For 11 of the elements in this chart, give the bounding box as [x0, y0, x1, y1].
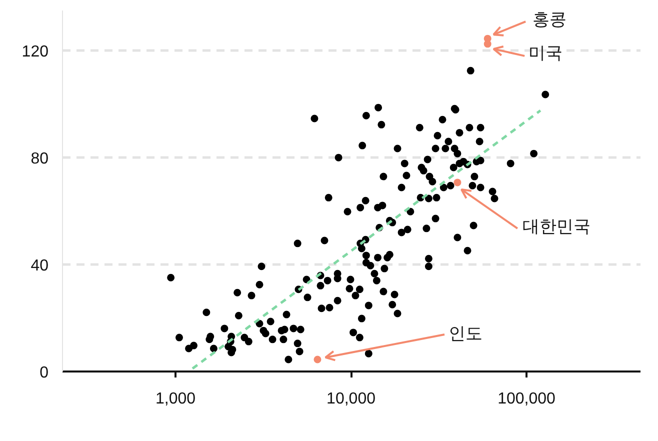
- annotation: 대한민국: [522, 216, 590, 236]
- x-tick-label: 1,000: [156, 390, 196, 408]
- y-tick-label: 120: [22, 44, 49, 61]
- x-tick-label: 10,000: [326, 390, 376, 408]
- annotation: 홍콩: [532, 10, 567, 30]
- annotation: 인도: [448, 324, 482, 343]
- y-tick-label: 40: [30, 258, 49, 275]
- x-tick-label: 100,000: [498, 390, 556, 408]
- annotation: 미국: [528, 43, 563, 62]
- y-tick-label: 0: [40, 364, 49, 382]
- y-tick-label: 80: [30, 150, 49, 168]
